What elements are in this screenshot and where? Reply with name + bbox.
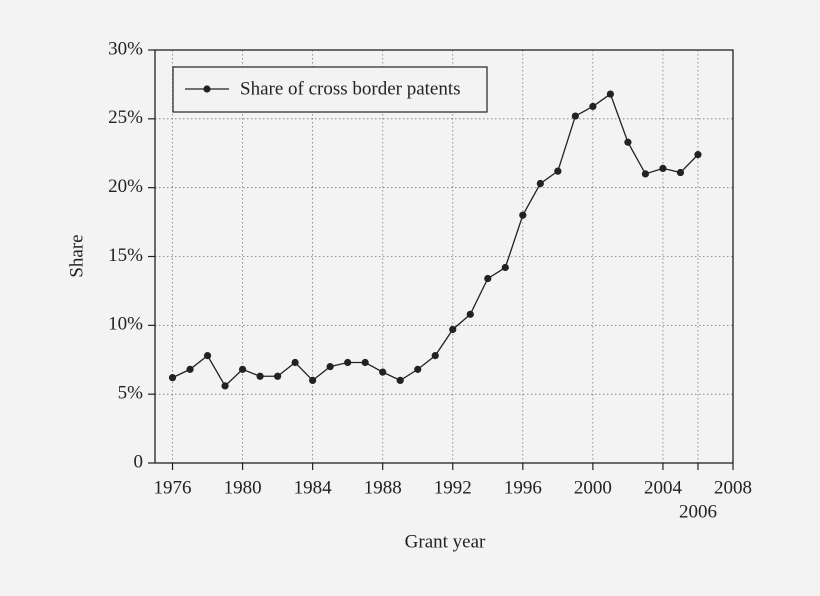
data-point — [432, 352, 439, 359]
data-point — [642, 170, 649, 177]
y-tick-label: 5% — [118, 383, 144, 404]
x-tick-label: 1980 — [224, 477, 262, 498]
data-point — [169, 374, 176, 381]
data-point — [239, 366, 246, 373]
data-point — [292, 359, 299, 366]
line-series — [173, 94, 698, 386]
data-point — [379, 369, 386, 376]
data-point — [256, 373, 263, 380]
y-tick-label: 30% — [108, 38, 143, 59]
data-point — [309, 377, 316, 384]
data-point — [186, 366, 193, 373]
data-point — [537, 180, 544, 187]
data-point — [449, 326, 456, 333]
data-point — [414, 366, 421, 373]
data-point — [624, 139, 631, 146]
x-tick-label: 1992 — [434, 477, 472, 498]
x-tick-label: 2008 — [714, 477, 752, 498]
data-point — [204, 352, 211, 359]
data-point — [221, 382, 228, 389]
data-point — [397, 377, 404, 384]
data-point — [502, 264, 509, 271]
x-tick-label: 1996 — [504, 477, 542, 498]
x-tick-label: 1976 — [154, 477, 192, 498]
y-tick-label: 0 — [134, 451, 144, 472]
y-tick-label: 25% — [108, 107, 143, 128]
data-point — [467, 311, 474, 318]
data-point — [659, 165, 666, 172]
y-tick-label: 20% — [108, 176, 143, 197]
y-tick-label: 15% — [108, 245, 143, 266]
data-point — [327, 363, 334, 370]
legend-marker — [203, 85, 210, 92]
data-point — [572, 112, 579, 119]
data-point — [607, 90, 614, 97]
data-point — [677, 169, 684, 176]
x-tick-label: 2004 — [644, 477, 683, 498]
data-point — [484, 275, 491, 282]
x-tick-label: 1984 — [294, 477, 333, 498]
x-tick-label: 2006 — [679, 501, 717, 522]
x-tick-label: 1988 — [364, 477, 402, 498]
y-axis-label: Share — [66, 234, 87, 277]
data-point — [344, 359, 351, 366]
x-axis-label: Grant year — [405, 531, 486, 552]
x-tick-label: 2000 — [574, 477, 612, 498]
y-tick-label: 10% — [108, 314, 143, 335]
data-point — [589, 103, 596, 110]
data-point — [274, 373, 281, 380]
data-point — [694, 151, 701, 158]
legend-label: Share of cross border patents — [240, 78, 461, 99]
data-point — [554, 168, 561, 175]
data-point — [362, 359, 369, 366]
data-point — [519, 212, 526, 219]
